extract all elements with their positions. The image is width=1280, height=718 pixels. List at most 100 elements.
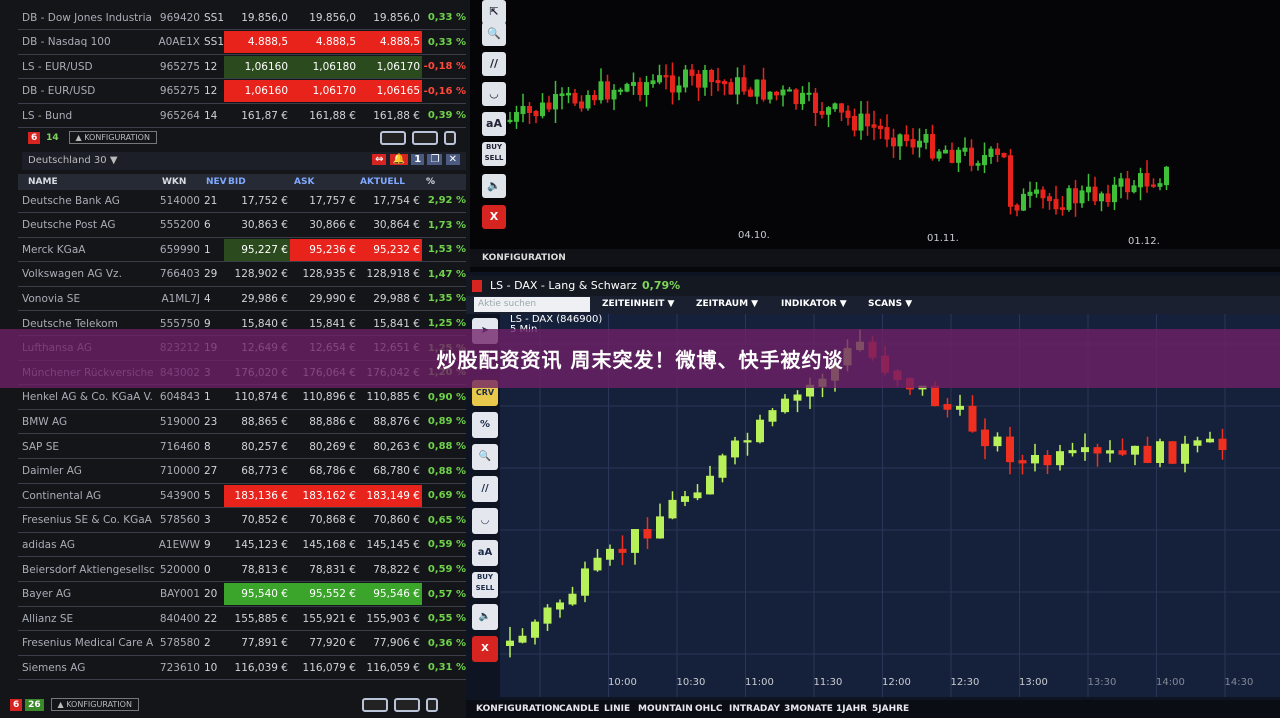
cell-bid: 1,06160 bbox=[224, 80, 290, 102]
cell-nev: SS1 bbox=[204, 11, 225, 24]
table-row[interactable]: Merck KGaA 659990 1 95,227 €95,236 €95,232 … bbox=[18, 238, 466, 263]
cell-nev: 0 bbox=[204, 563, 211, 576]
menu-zeiteinheit[interactable]: ZEITEINHEIT ▼ bbox=[602, 299, 675, 309]
table-row[interactable]: Fresenius SE & Co. KGaA 578560 3 70,852 € 70… bbox=[18, 509, 466, 533]
candle bbox=[1018, 460, 1027, 464]
font-size-button[interactable]: aA bbox=[472, 540, 498, 566]
cell-bid: 116,039 € bbox=[234, 661, 288, 674]
table-row[interactable]: LS - Bund 965264 14 161,87 € 161,88 € 161,88 … bbox=[18, 104, 466, 128]
table-row[interactable]: Vonovia SE A1ML7J 4 29,986 € 29,990 € 29,988 … bbox=[18, 287, 466, 312]
mountain-button[interactable]: MOUNTAIN bbox=[638, 704, 693, 714]
candle bbox=[936, 151, 942, 159]
konfiguration-button[interactable]: ▲ KONFIGURATION bbox=[50, 698, 139, 711]
view-controls[interactable] bbox=[362, 698, 438, 712]
konfiguration-button[interactable]: KONFIGURATION bbox=[476, 704, 560, 714]
cell-wkn: 969420 bbox=[159, 11, 200, 24]
candle-button[interactable]: CANDLE bbox=[559, 704, 600, 714]
close-button[interactable]: X bbox=[482, 205, 506, 229]
table-row[interactable]: Bayer AG BAY001 20 95,540 €95,552 €95,546 €… bbox=[18, 583, 466, 607]
watchlist-titlebar: Deutschland 30 ▼ ⇔ 🔔 1 ❐ ✕ bbox=[22, 152, 466, 170]
table-row[interactable]: Beiersdorf Aktiengesellsc 520000 0 78,813 €… bbox=[18, 558, 466, 582]
1jahr-button[interactable]: 1JAHR bbox=[836, 704, 868, 714]
table-row[interactable]: BMW AG 519000 23 88,865 € 88,886 € 88,876 € 0,… bbox=[18, 410, 466, 435]
konfiguration-button[interactable]: ▲ KONFIGURATION bbox=[68, 131, 157, 144]
ohlc-button[interactable]: OHLC bbox=[695, 704, 723, 714]
cell-akt: 78,822 € bbox=[373, 563, 420, 576]
table-row[interactable]: LS - EUR/USD 965275 12 1,06160 1,06180 1,0617… bbox=[18, 55, 466, 79]
candle bbox=[531, 621, 539, 638]
linie-button[interactable]: LINIE bbox=[604, 704, 631, 714]
cell-akt: 88,876 € bbox=[373, 415, 420, 428]
table-row[interactable]: Deutsche Bank AG 514000 21 17,752 € 17,757 €… bbox=[18, 189, 466, 213]
curve-tool-icon[interactable]: ◡ bbox=[482, 82, 506, 106]
zoom-icon[interactable]: 🔍 bbox=[472, 444, 498, 470]
buy-sell-button[interactable]: BUY SELL bbox=[472, 572, 498, 598]
cell-name: DB - Dow Jones Industria bbox=[22, 11, 152, 24]
table-row[interactable]: adidas AG A1EWW 9 145,123 € 145,168 € 145,145… bbox=[18, 533, 466, 558]
headline: 炒股配资资讯 周末突发！微博、快手被约谈 bbox=[436, 348, 844, 372]
watchlist-title[interactable]: Deutschland 30 bbox=[28, 155, 107, 166]
stock-search-input[interactable]: Aktie suchen bbox=[474, 297, 590, 312]
3monate-button[interactable]: 3MONATE bbox=[784, 704, 833, 714]
cell-bid: 68,773 € bbox=[241, 465, 288, 478]
window-buttons[interactable]: ⇔ 🔔 1 ❐ ✕ bbox=[372, 154, 460, 165]
5jahre-button[interactable]: 5JAHRE bbox=[872, 704, 910, 714]
table-row[interactable]: Henkel AG & Co. KGaA V. 604843 1 110,874 € 1… bbox=[18, 386, 466, 410]
candle bbox=[1056, 451, 1064, 466]
table-row[interactable]: SAP SE 716460 8 80,257 € 80,269 € 80,263 € 0,8… bbox=[18, 435, 466, 459]
table-row[interactable]: Deutsche Post AG 555200 6 30,863 € 30,866 € 3… bbox=[18, 214, 466, 238]
candle bbox=[585, 94, 591, 109]
close-button[interactable]: X bbox=[472, 636, 498, 662]
time-label: 12:30 bbox=[950, 677, 980, 688]
cell-nev: 1 bbox=[204, 243, 211, 256]
candle bbox=[702, 69, 708, 88]
candle bbox=[923, 134, 929, 143]
percent-button[interactable]: % bbox=[472, 412, 498, 438]
sound-icon[interactable]: 🔈 bbox=[482, 174, 506, 198]
table-row[interactable]: DB - EUR/USD 965275 12 1,06160 1,06170 1,0616… bbox=[18, 80, 466, 104]
table-row[interactable]: DB - Dow Jones Industria 969420 SS1 19.856,… bbox=[18, 6, 466, 30]
table-row[interactable]: Continental AG 543900 5 183,136 €183,162 €1… bbox=[18, 484, 466, 509]
konfiguration-button[interactable]: KONFIGURATION bbox=[482, 253, 566, 263]
candle bbox=[891, 137, 896, 147]
cell-wkn: 520000 bbox=[159, 563, 200, 576]
cell-pct: -0,16 % bbox=[423, 85, 466, 97]
x-label: 04.10. bbox=[738, 230, 770, 241]
sound-icon[interactable]: 🔈 bbox=[472, 604, 498, 630]
menu-zeitraum[interactable]: ZEITRAUM ▼ bbox=[696, 299, 759, 309]
cell-wkn: 716460 bbox=[159, 440, 200, 453]
font-size-button[interactable]: aA bbox=[482, 112, 506, 136]
candle bbox=[1014, 204, 1020, 211]
table-row[interactable]: DB - Nasdaq 100 A0AE1X SS1 4.888,5 4.888,5 4.… bbox=[18, 31, 466, 55]
candle bbox=[611, 89, 617, 100]
table-row[interactable]: Allianz SE 840400 22 155,885 € 155,921 € 155,… bbox=[18, 607, 466, 632]
cell-name: LS - EUR/USD bbox=[22, 60, 93, 73]
candle bbox=[618, 548, 627, 553]
table-row[interactable]: Volkswagen AG Vz. 766403 29 128,902 € 128,93… bbox=[18, 263, 466, 287]
intraday-button[interactable]: INTRADAY bbox=[729, 704, 781, 714]
cell-ask: 145,168 € bbox=[302, 538, 356, 551]
candle bbox=[884, 127, 890, 140]
view-controls[interactable] bbox=[380, 131, 456, 145]
line-tool-icon[interactable]: // bbox=[472, 476, 498, 502]
cell-akt: 30,864 € bbox=[373, 219, 420, 232]
menu-indikator[interactable]: INDIKATOR ▼ bbox=[781, 299, 847, 309]
table-row[interactable]: Daimler AG 710000 27 68,773 € 68,786 € 68,780… bbox=[18, 460, 466, 484]
menu-scans[interactable]: SCANS ▼ bbox=[868, 299, 913, 309]
line-tool-icon[interactable]: // bbox=[482, 52, 506, 76]
candle bbox=[780, 89, 786, 96]
candle bbox=[631, 82, 636, 86]
top-candle-chart[interactable] bbox=[470, 0, 1280, 268]
cursor-tool[interactable]: ⇱ bbox=[482, 0, 506, 24]
zoom-icon[interactable]: 🔍 bbox=[482, 22, 506, 46]
curve-tool-icon[interactable]: ◡ bbox=[472, 508, 498, 534]
table-row[interactable]: Siemens AG 723610 10 116,039 € 116,079 € 116,… bbox=[18, 656, 466, 681]
col-nev: NEV bbox=[206, 177, 227, 187]
candle bbox=[507, 119, 513, 122]
cell-pct: 0,31 % bbox=[427, 662, 466, 674]
candle bbox=[559, 93, 565, 97]
candle bbox=[931, 385, 939, 407]
cell-wkn: BAY001 bbox=[159, 588, 200, 601]
table-row[interactable]: Fresenius Medical Care A 578580 2 77,891 € 7… bbox=[18, 632, 466, 656]
buy-sell-button[interactable]: BUY SELL bbox=[482, 142, 506, 166]
